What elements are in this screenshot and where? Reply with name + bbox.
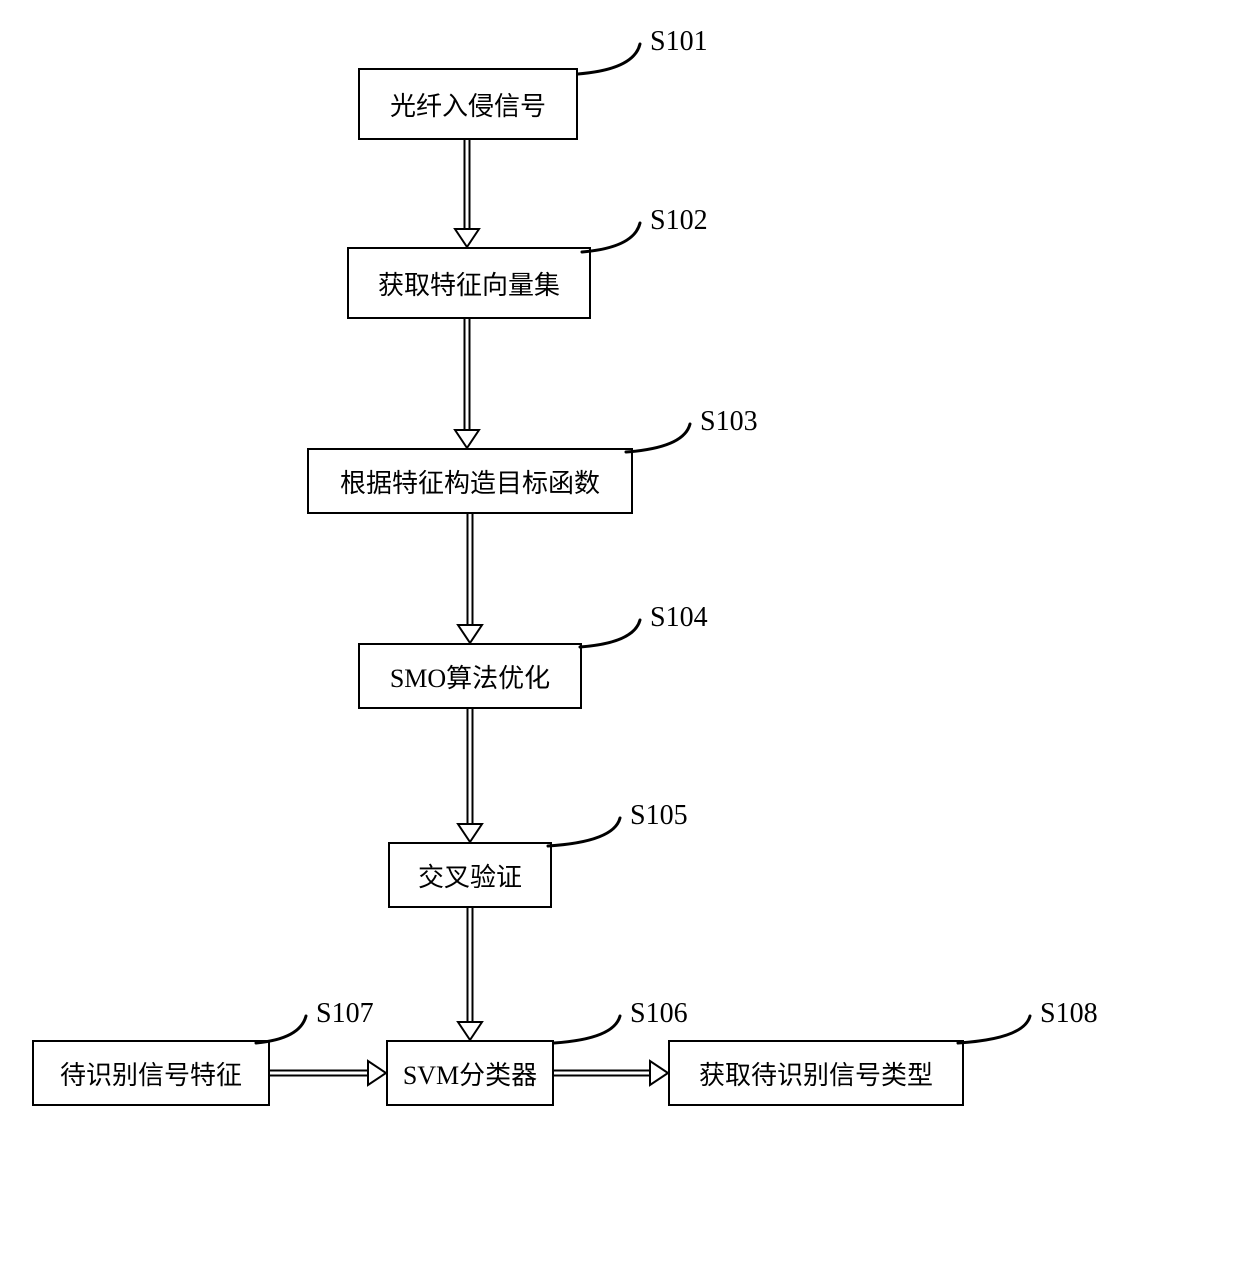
node-s103: 根据特征构造目标函数	[307, 448, 633, 514]
node-label: 待识别信号特征	[60, 1055, 242, 1092]
node-s101: 光纤入侵信号	[358, 68, 578, 140]
node-label: 获取待识别信号类型	[699, 1055, 933, 1092]
step-label-s103: S103	[700, 406, 758, 438]
node-label: 交叉验证	[418, 857, 522, 894]
node-s102: 获取特征向量集	[347, 247, 591, 319]
step-label-s105: S105	[630, 800, 688, 832]
flowchart-canvas: 光纤入侵信号 获取特征向量集 根据特征构造目标函数 SMO算法优化 交叉验证 S…	[0, 0, 1240, 1287]
node-s108: 获取待识别信号类型	[668, 1040, 964, 1106]
step-label-s102: S102	[650, 205, 708, 237]
node-label: 光纤入侵信号	[390, 86, 546, 123]
node-label: SMO算法优化	[390, 658, 550, 695]
node-s105: 交叉验证	[388, 842, 552, 908]
node-label: 获取特征向量集	[378, 265, 560, 302]
step-label-s107: S107	[316, 998, 374, 1030]
node-s106: SVM分类器	[386, 1040, 554, 1106]
node-s104: SMO算法优化	[358, 643, 582, 709]
step-label-s106: S106	[630, 998, 688, 1030]
step-label-s108: S108	[1040, 998, 1098, 1030]
node-s107: 待识别信号特征	[32, 1040, 270, 1106]
node-label: SVM分类器	[403, 1055, 537, 1092]
step-label-s104: S104	[650, 602, 708, 634]
step-label-s101: S101	[650, 26, 708, 58]
node-label: 根据特征构造目标函数	[340, 463, 600, 500]
